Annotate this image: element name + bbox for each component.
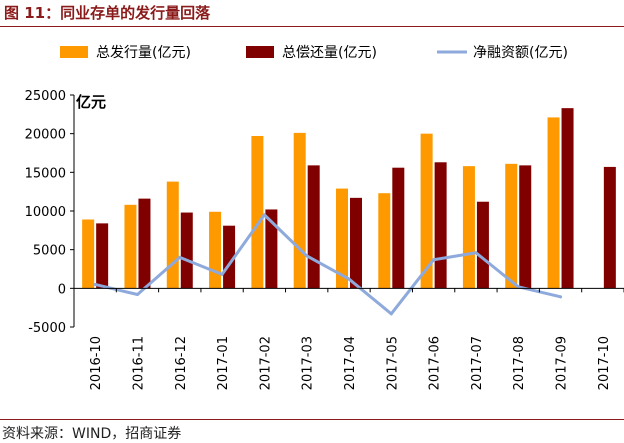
y-axis-label: 亿元 xyxy=(76,93,106,111)
net-financing-point xyxy=(389,312,393,316)
y-tick-label: -5000 xyxy=(28,321,66,336)
y-axis: 25000 20000 15000 10000 5000 0 -5000 xyxy=(25,89,75,336)
chart-title: 图 11：同业存单的发行量回落 xyxy=(4,4,211,22)
y-tick-label: 25000 xyxy=(25,89,66,104)
net-financing-polyline xyxy=(93,213,563,316)
x-tick-label: 2016-12 xyxy=(174,336,189,390)
repayment-bar xyxy=(265,209,278,289)
repayment-bar xyxy=(180,212,193,289)
net-financing-point xyxy=(474,251,478,255)
x-tick-label: 2017-10 xyxy=(597,336,612,390)
chart: 总发行量(亿元) 总偿还量(亿元) 净融资额(亿元) 亿元 25000 20000 15… xyxy=(25,45,624,390)
x-tick-label: 2017-03 xyxy=(301,336,316,390)
repayment-bar xyxy=(519,165,532,289)
issuance-bar xyxy=(378,193,391,289)
x-tick-label: 2017-04 xyxy=(343,336,358,390)
legend-label: 总发行量(亿元) xyxy=(96,45,191,61)
legend-swatch xyxy=(246,46,274,58)
legend-label: 净融资额(亿元) xyxy=(473,45,568,61)
repayment-bar xyxy=(603,166,616,289)
repayment-bar xyxy=(350,197,362,289)
repayment-bar xyxy=(561,108,574,289)
repayment-bar xyxy=(434,162,447,289)
net-financing-point xyxy=(135,293,139,297)
net-financing-line xyxy=(93,213,563,316)
net-financing-point xyxy=(262,213,266,217)
net-financing-point xyxy=(432,258,436,262)
repayment-bar xyxy=(392,167,405,289)
repayment-bar xyxy=(96,223,109,289)
x-tick-label: 2017-08 xyxy=(512,336,527,390)
y-tick-label: 20000 xyxy=(25,128,66,143)
net-financing-point xyxy=(220,272,224,276)
x-tick-label: 2017-07 xyxy=(470,336,485,390)
x-tick-label: 2017-06 xyxy=(428,336,443,390)
x-tick-label: 2017-01 xyxy=(216,336,231,390)
x-tick-label: 2017-05 xyxy=(385,336,400,390)
net-financing-point xyxy=(178,255,182,259)
issuance-bar xyxy=(547,117,560,289)
net-financing-point xyxy=(516,285,520,289)
source-divider xyxy=(0,419,624,420)
issuance-bar xyxy=(251,135,264,289)
repayment-bar xyxy=(476,201,489,289)
net-financing-point xyxy=(559,295,563,299)
y-tick-label: 5000 xyxy=(33,244,66,259)
issuance-bar xyxy=(209,211,222,289)
x-tick-label: 2017-02 xyxy=(258,336,273,390)
title-divider xyxy=(0,26,624,27)
net-financing-point xyxy=(93,282,97,286)
repayment-bar xyxy=(138,198,151,289)
issuance-bar xyxy=(420,133,433,289)
x-tick-label: 2016-10 xyxy=(89,336,104,390)
issuance-bar xyxy=(124,204,137,289)
bars xyxy=(82,108,616,289)
x-tick-label: 2016-11 xyxy=(131,336,146,390)
y-tick-label: 0 xyxy=(58,282,66,297)
issuance-bar xyxy=(166,181,179,289)
repayment-bar xyxy=(223,225,236,289)
x-axis: 2016-10 2016-11 2016-12 2017-01 2017-02 2017-… xyxy=(73,287,624,390)
issuance-bar xyxy=(505,163,518,289)
net-financing-point xyxy=(305,254,309,258)
x-tick-label: 2017-09 xyxy=(555,336,570,390)
net-financing-point xyxy=(347,277,351,281)
y-tick-label: 15000 xyxy=(25,166,66,181)
issuance-bar xyxy=(293,132,306,289)
issuance-bar xyxy=(336,188,348,289)
legend-label: 总偿还量(亿元) xyxy=(282,45,377,61)
legend: 总发行量(亿元) 总偿还量(亿元) 净融资额(亿元) xyxy=(60,45,568,61)
y-tick-label: 10000 xyxy=(25,205,66,220)
repayment-bar xyxy=(307,165,320,289)
source-note: 资料来源：WIND，招商证券 xyxy=(2,426,182,442)
issuance-bar xyxy=(82,219,95,289)
issuance-bar xyxy=(462,166,475,289)
legend-swatch xyxy=(60,46,88,58)
